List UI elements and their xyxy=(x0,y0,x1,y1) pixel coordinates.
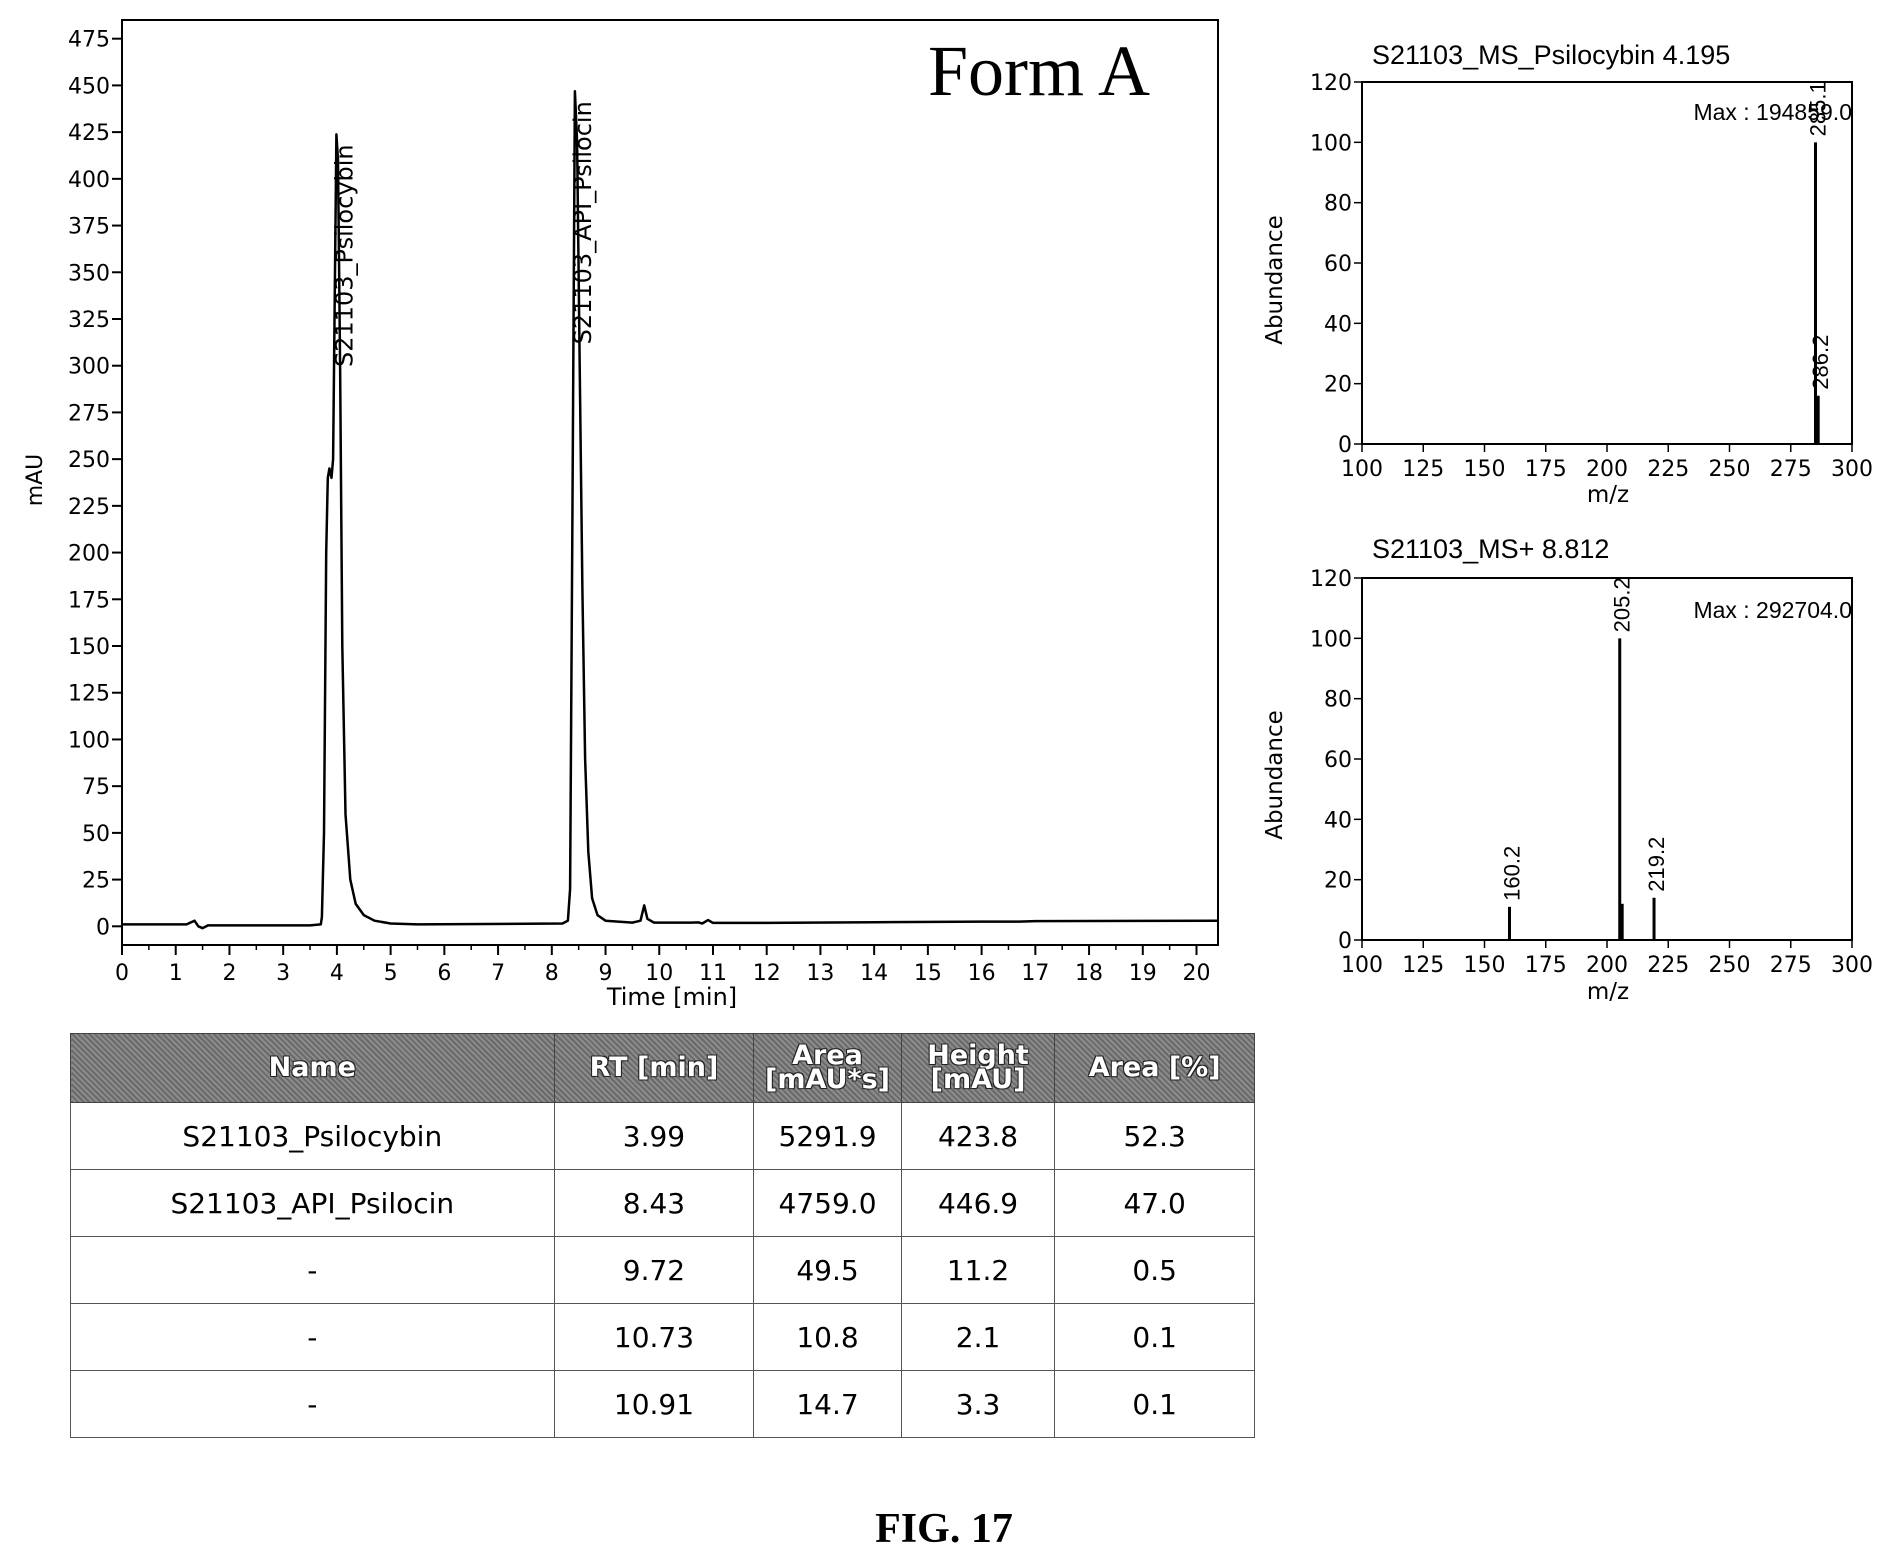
cell-height: 3.3 xyxy=(900,1370,1056,1438)
cell-area: 10.8 xyxy=(753,1303,902,1371)
cell-area: 49.5 xyxy=(753,1236,902,1304)
x-tick-label: 7 xyxy=(491,961,505,986)
y-tick-label: 275 xyxy=(68,401,110,426)
cell-area: 5291.9 xyxy=(753,1102,902,1170)
y-tick-label: 450 xyxy=(68,74,110,99)
x-tick-label: 9 xyxy=(599,961,613,986)
chromatogram-chart: Form A mAU Time [min] 025507510012515017… xyxy=(23,19,1219,1010)
col-header-name: Name xyxy=(70,1033,555,1103)
x-tick-label: 13 xyxy=(806,961,834,986)
peak-label: S21103_Psilocybin xyxy=(330,144,358,367)
table-row: S21103_Psilocybin 3.99 5291.9 423.8 52.3 xyxy=(70,1102,1255,1170)
cell-area-pct: 47.0 xyxy=(1054,1169,1255,1237)
cell-height: 423.8 xyxy=(900,1102,1056,1170)
y-tick-label: 125 xyxy=(68,682,110,707)
cell-rt: 10.73 xyxy=(553,1303,755,1371)
peak-label: S21103_API_Psilocin xyxy=(569,101,597,344)
col-header-area: Area [mAU*s] xyxy=(753,1033,902,1103)
y-tick-label: 250 xyxy=(68,448,110,473)
cell-name: - xyxy=(70,1236,555,1304)
x-tick-label: 15 xyxy=(914,961,942,986)
chromatogram-y-label: mAU xyxy=(23,454,48,507)
cell-name: S21103_API_Psilocin xyxy=(70,1169,555,1237)
x-tick-label: 0 xyxy=(115,961,129,986)
cell-rt: 3.99 xyxy=(553,1102,755,1170)
x-tick-label: 6 xyxy=(437,961,451,986)
x-tick-label: 11 xyxy=(699,961,727,986)
chromatogram-x-label: Time [min] xyxy=(606,983,737,1010)
cell-rt: 10.91 xyxy=(553,1370,755,1438)
x-tick-label: 10 xyxy=(645,961,673,986)
cell-area-pct: 52.3 xyxy=(1054,1102,1255,1170)
y-tick-label: 100 xyxy=(68,728,110,753)
cell-area-pct: 0.1 xyxy=(1054,1370,1255,1438)
cell-area-pct: 0.5 xyxy=(1054,1236,1255,1304)
x-tick-label: 4 xyxy=(330,961,344,986)
y-tick-label: 175 xyxy=(68,588,110,613)
table-header-row: Name RT [min] Area [mAU*s] Height [mAU] Ar… xyxy=(70,1033,1255,1103)
cell-rt: 9.72 xyxy=(553,1236,755,1304)
y-tick-label: 400 xyxy=(68,168,110,193)
x-tick-label: 20 xyxy=(1183,961,1211,986)
table-row: - 10.73 10.8 2.1 0.1 xyxy=(70,1303,1255,1371)
x-tick-label: 12 xyxy=(753,961,781,986)
chromatogram-title: Form A xyxy=(928,31,1150,111)
y-tick-label: 150 xyxy=(68,635,110,660)
x-tick-label: 19 xyxy=(1129,961,1157,986)
cell-area-pct: 0.1 xyxy=(1054,1303,1255,1371)
cell-height: 446.9 xyxy=(900,1169,1056,1237)
cell-height: 2.1 xyxy=(900,1303,1056,1371)
table-row: S21103_API_Psilocin 8.43 4759.0 446.9 47… xyxy=(70,1169,1255,1237)
y-tick-label: 300 xyxy=(68,355,110,380)
table-row: - 10.91 14.7 3.3 0.1 xyxy=(70,1370,1255,1438)
cell-area: 4759.0 xyxy=(753,1169,902,1237)
y-tick-label: 225 xyxy=(68,495,110,520)
cell-name: - xyxy=(70,1370,555,1438)
col-header-area-pct: Area [%] xyxy=(1054,1033,1255,1103)
x-tick-label: 3 xyxy=(276,961,290,986)
y-tick-label: 325 xyxy=(68,308,110,333)
y-tick-label: 75 xyxy=(82,775,110,800)
x-tick-label: 5 xyxy=(384,961,398,986)
x-tick-label: 18 xyxy=(1075,961,1103,986)
y-tick-label: 475 xyxy=(68,28,110,53)
cell-area: 14.7 xyxy=(753,1370,902,1438)
cell-height: 11.2 xyxy=(900,1236,1056,1304)
x-tick-label: 8 xyxy=(545,961,559,986)
y-tick-label: 0 xyxy=(96,915,110,940)
y-tick-label: 350 xyxy=(68,261,110,286)
cell-name: - xyxy=(70,1303,555,1371)
y-tick-label: 25 xyxy=(82,869,110,894)
cell-rt: 8.43 xyxy=(553,1169,755,1237)
y-tick-label: 200 xyxy=(68,542,110,567)
x-tick-label: 17 xyxy=(1021,961,1049,986)
x-tick-label: 2 xyxy=(222,961,236,986)
table-row: - 9.72 49.5 11.2 0.5 xyxy=(70,1236,1255,1304)
y-tick-label: 375 xyxy=(68,215,110,240)
x-tick-label: 16 xyxy=(968,961,996,986)
peak-table: Name RT [min] Area [mAU*s] Height [mAU] Ar… xyxy=(70,1033,1255,1438)
figure-caption: FIG. 17 xyxy=(875,1506,1013,1552)
x-tick-label: 1 xyxy=(169,961,183,986)
chromatogram-trace-line xyxy=(122,89,1219,930)
x-tick-label: 14 xyxy=(860,961,888,986)
col-header-rt: RT [min] xyxy=(553,1033,755,1103)
col-header-height: Height [mAU] xyxy=(900,1033,1056,1103)
chromatogram-plot-frame xyxy=(121,19,1219,946)
cell-name: S21103_Psilocybin xyxy=(70,1102,555,1170)
y-tick-label: 50 xyxy=(82,822,110,847)
y-tick-label: 425 xyxy=(68,121,110,146)
